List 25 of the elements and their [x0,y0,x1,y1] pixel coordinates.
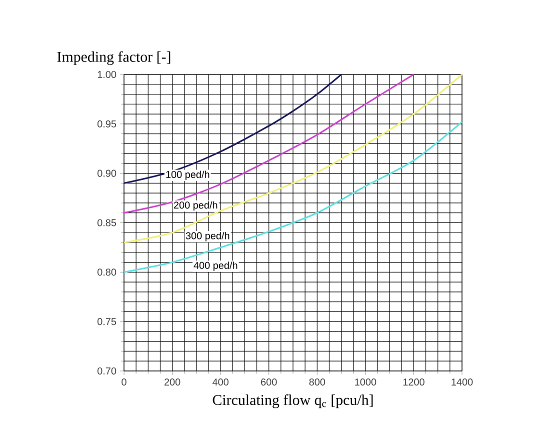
series-label: 100 ped/h [166,170,210,180]
x-tick-label: 1000 [355,378,376,386]
series-label: 400 ped/h [194,262,238,271]
y-axis-title: Impeding factor [-] [57,51,170,65]
y-tick-label: 0.70 [97,367,116,375]
y-tick-label: 1.00 [98,70,116,78]
x-tick-label: 0 [122,378,126,386]
line-series [123,121,463,273]
line-series [123,74,463,244]
y-tick-label: 0.75 [97,318,116,326]
x-tick-label: 800 [309,378,326,386]
y-tick-label: 0.95 [97,120,116,128]
line-series [123,74,342,184]
series-label: 200 ped/h [174,201,218,211]
y-tick-label: 0.80 [97,268,116,276]
y-tick-label: 0.90 [97,170,116,177]
y-tick-label: 0.85 [97,219,116,226]
line-series [123,74,415,214]
x-tick-label: 600 [261,378,277,386]
x-tick-label: 1200 [403,378,424,386]
x-tick-label: 200 [164,378,180,386]
x-tick-label: 1400 [452,378,473,386]
x-axis-title: Circulating flow q$_{c}$ [pcu/h] [212,394,373,408]
series-label: 300 ped/h [186,232,230,242]
x-tick-label: 400 [212,378,228,386]
